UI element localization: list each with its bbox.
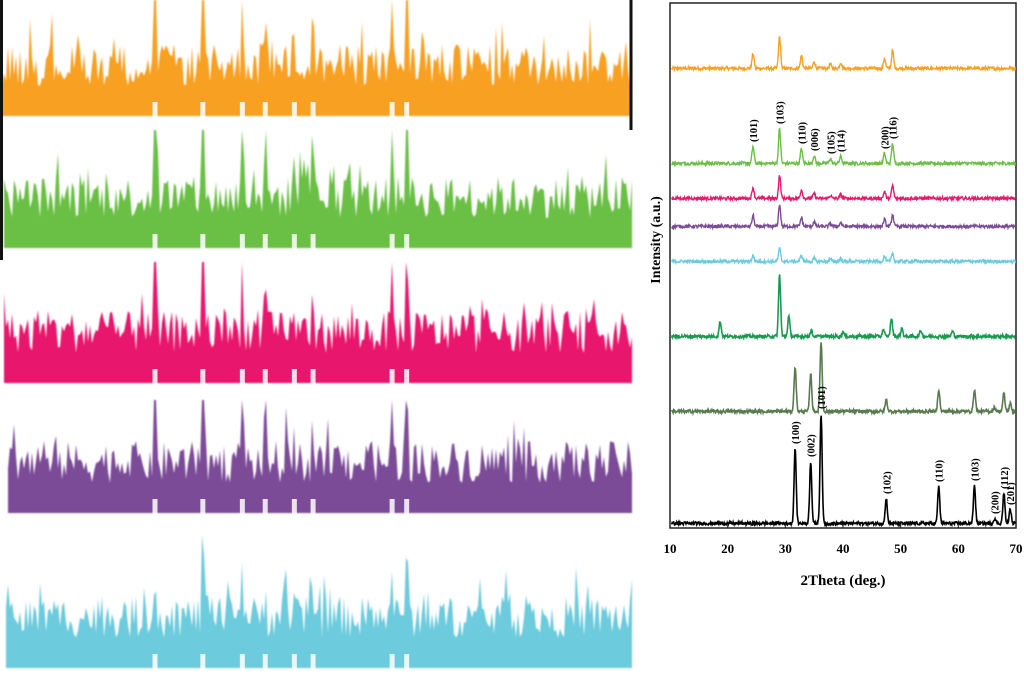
peak-notch	[389, 234, 395, 250]
series-line-5	[670, 274, 1017, 341]
peak-notch	[310, 499, 316, 515]
peak-label: (114)	[837, 129, 848, 152]
peak-notch	[404, 369, 410, 385]
peak-notch	[200, 369, 206, 385]
x-tick-label: 20	[721, 541, 734, 556]
peak-notch	[262, 654, 268, 670]
magnified-series-2	[4, 262, 632, 383]
peak-notch	[291, 499, 297, 515]
series-line-3	[671, 204, 1017, 231]
peak-notch	[404, 234, 410, 250]
peak-notch	[310, 234, 316, 250]
peak-notch	[291, 102, 297, 118]
peak-label: (002)	[807, 434, 818, 457]
series-line-7	[670, 415, 1017, 528]
peak-notch	[389, 499, 395, 515]
x-tick-label: 30	[779, 541, 792, 556]
peak-notch	[152, 654, 158, 670]
peak-notch	[200, 499, 206, 515]
peak-label: (105)	[826, 131, 837, 154]
peak-notch	[291, 234, 297, 250]
series-line-0	[671, 36, 1017, 73]
series-line-4	[671, 246, 1017, 266]
peak-notch	[200, 234, 206, 250]
peak-notch	[152, 369, 158, 385]
series-line-1	[671, 127, 1017, 168]
peak-notch	[262, 499, 268, 515]
peak-notch	[291, 369, 297, 385]
peak-label: (201)	[1006, 482, 1017, 505]
peak-notch	[310, 369, 316, 385]
peak-label: (006)	[810, 128, 821, 151]
peak-notch	[152, 234, 158, 250]
peak-notch	[310, 654, 316, 670]
peak-label: (112)	[1000, 466, 1011, 489]
magnified-series-3	[8, 400, 632, 513]
peak-notch	[389, 654, 395, 670]
peak-notch	[200, 102, 206, 118]
peak-notch	[239, 369, 245, 385]
peak-notch	[262, 102, 268, 118]
peak-notch	[152, 499, 158, 515]
peak-notch	[310, 102, 316, 118]
peak-notch	[389, 369, 395, 385]
peak-label: (110)	[797, 121, 808, 144]
peak-label: (200)	[991, 491, 1002, 514]
x-axis-label: 2Theta (deg.)	[801, 573, 886, 589]
peak-notch	[404, 102, 410, 118]
peak-label: (200)	[881, 126, 892, 149]
y-axis-label: Intensity (a.u.)	[649, 196, 664, 284]
xrd-chart: (101)(103)(110) (006) (105) (114) (200)(116)…	[649, 2, 1023, 589]
peak-notch	[239, 499, 245, 515]
x-tick-label: 70	[1010, 541, 1023, 556]
peak-notch	[200, 654, 206, 670]
x-tick-label: 40	[837, 541, 850, 556]
peak-label: (100)	[791, 421, 802, 444]
peak-label: (110)	[935, 459, 946, 482]
magnified-series-0	[0, 0, 632, 116]
peak-notch	[239, 654, 245, 670]
x-tick-label: 60	[952, 541, 965, 556]
x-tick-label: 10	[664, 541, 677, 556]
peak-label: (103)	[970, 458, 981, 481]
peak-notch	[291, 654, 297, 670]
peak-notch	[404, 654, 410, 670]
peak-label: (101)	[749, 119, 760, 142]
peak-notch	[389, 102, 395, 118]
x-tick-label: 50	[894, 541, 907, 556]
peak-label: (116)	[889, 116, 900, 139]
peak-notch	[239, 234, 245, 250]
peak-label: (102)	[882, 471, 893, 494]
peak-notch	[152, 102, 158, 118]
series-line-2	[671, 175, 1017, 203]
series-line-6	[670, 342, 1017, 417]
magnified-series-1	[4, 130, 632, 248]
peak-notch	[239, 102, 245, 118]
magnified-series-4	[6, 535, 632, 668]
peak-notch	[262, 369, 268, 385]
magnified-patterns	[0, 0, 633, 670]
peak-label: (103)	[776, 101, 787, 124]
peak-label: (101)	[817, 386, 828, 409]
peak-notch	[262, 234, 268, 250]
plot-frame	[669, 2, 1017, 529]
peak-notch	[404, 499, 410, 515]
